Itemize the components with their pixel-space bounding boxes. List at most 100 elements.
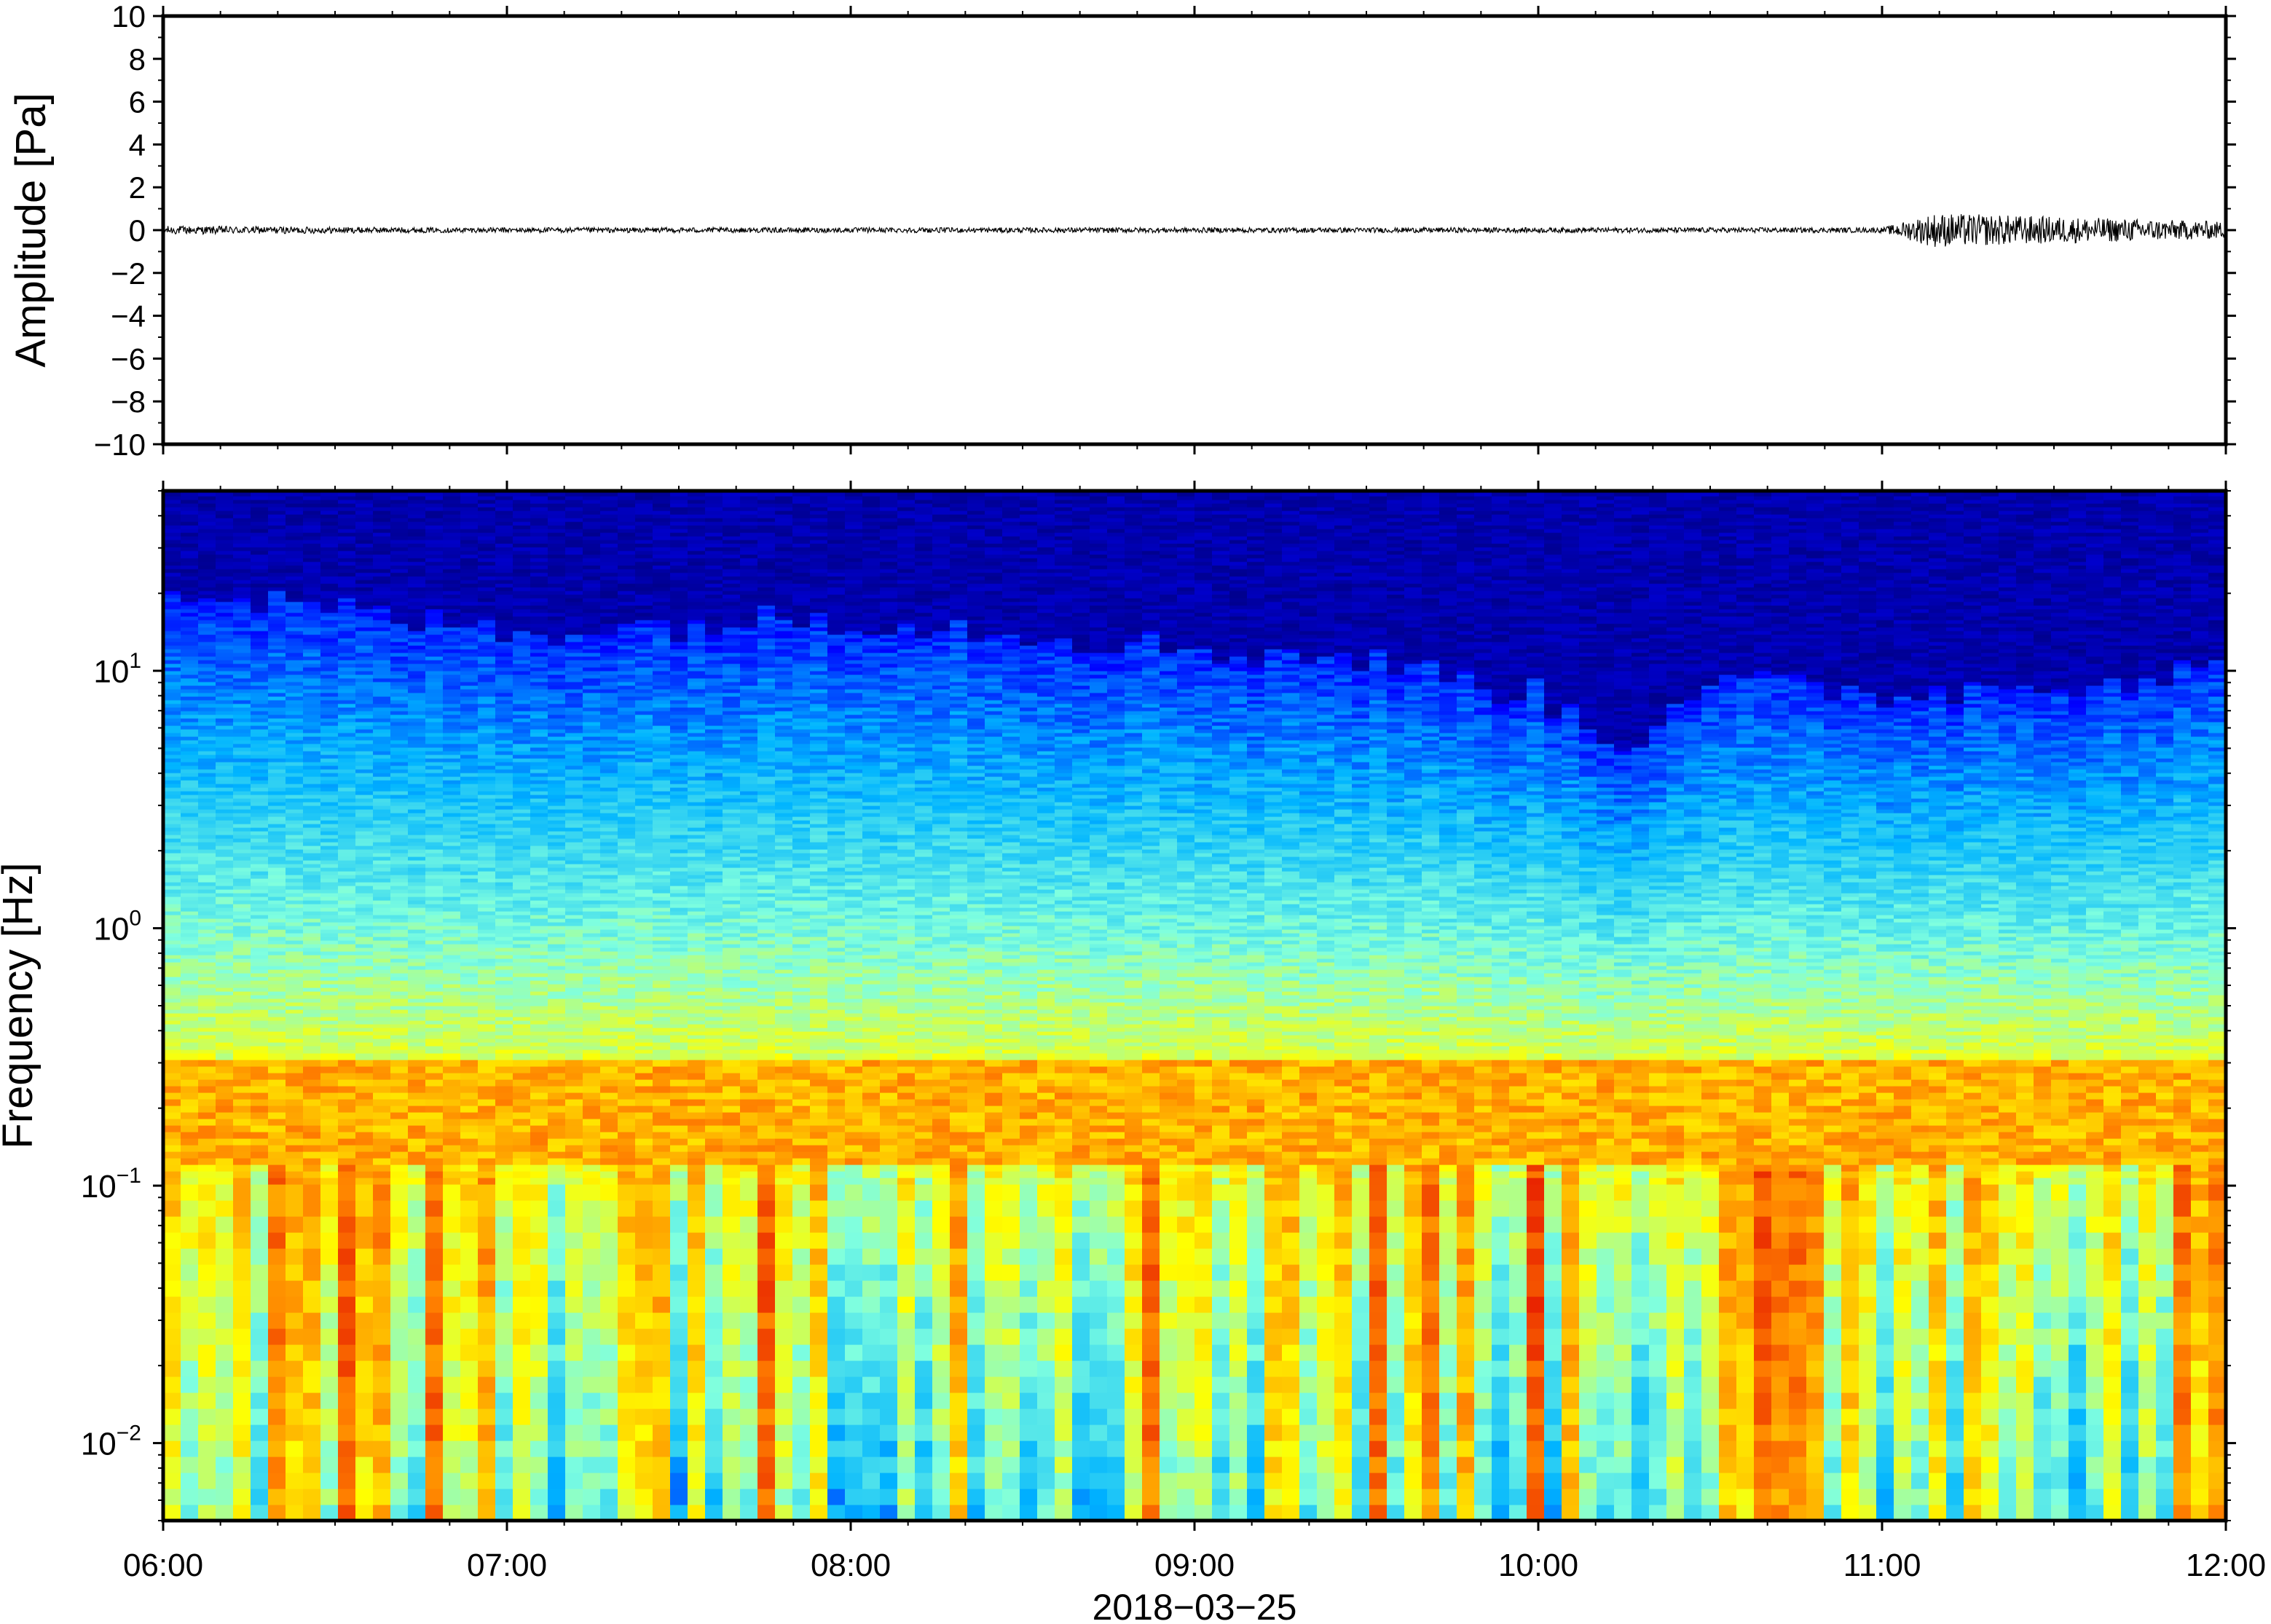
- heatmap-cell: [251, 747, 269, 752]
- heatmap-cell: [198, 1280, 216, 1297]
- heatmap-cell: [320, 1066, 339, 1073]
- heatmap-cell: [198, 653, 216, 657]
- heatmap-cell: [355, 882, 374, 886]
- heatmap-cell: [408, 1184, 426, 1201]
- heatmap-cell: [216, 754, 234, 759]
- heatmap-cell: [216, 612, 234, 617]
- heatmap-cell: [233, 543, 251, 548]
- heatmap-cell: [390, 1099, 409, 1106]
- heatmap-cell: [460, 620, 479, 624]
- heatmap-cell: [373, 816, 391, 821]
- heatmap-cell: [181, 988, 199, 992]
- heatmap-cell: [495, 827, 513, 832]
- heatmap-cell: [251, 1017, 269, 1021]
- heatmap-cell: [181, 995, 199, 999]
- heatmap-cell: [495, 1408, 513, 1425]
- heatmap-cell: [286, 1073, 304, 1080]
- heatmap-cell: [390, 1073, 409, 1080]
- heatmap-cell: [390, 947, 409, 952]
- heatmap-cell: [513, 500, 531, 504]
- heatmap-cell: [408, 973, 426, 977]
- heatmap-cell: [338, 1489, 356, 1505]
- heatmap-cell: [163, 915, 181, 919]
- heatmap-cell: [478, 529, 496, 533]
- heatmap-cell: [286, 1408, 304, 1425]
- heatmap-cell: [233, 740, 251, 744]
- heatmap-cell: [495, 572, 513, 577]
- heatmap-cell: [303, 991, 321, 996]
- heatmap-cell: [303, 1038, 321, 1043]
- heatmap-cell: [460, 845, 479, 850]
- heatmap-cell: [320, 718, 339, 722]
- heatmap-cell: [355, 645, 374, 650]
- heatmap-cell: [530, 627, 548, 631]
- heatmap-cell: [355, 805, 374, 810]
- heatmap-cell: [390, 511, 409, 515]
- heatmap-cell: [460, 1066, 479, 1073]
- heatmap-cell: [355, 754, 374, 759]
- heatmap-cell: [530, 1457, 548, 1473]
- heatmap-cell: [565, 1024, 583, 1028]
- heatmap-cell: [303, 1138, 321, 1146]
- heatmap-cell: [390, 1125, 409, 1132]
- heatmap-cell: [163, 1031, 181, 1036]
- heatmap-cell: [268, 1164, 286, 1172]
- heatmap-cell: [495, 1119, 513, 1126]
- heatmap-cell: [583, 849, 601, 854]
- heatmap-cell: [338, 1038, 356, 1043]
- heatmap-cell: [233, 587, 251, 591]
- heatmap-cell: [303, 558, 321, 562]
- heatmap-cell: [530, 1392, 548, 1409]
- heatmap-cell: [163, 791, 181, 795]
- heatmap-cell: [303, 998, 321, 1003]
- heatmap-cell: [286, 1006, 304, 1010]
- heatmap-cell: [286, 955, 304, 959]
- heatmap-cell: [478, 656, 496, 661]
- heatmap-cell: [390, 973, 409, 977]
- heatmap-cell: [373, 718, 391, 722]
- heatmap-cell: [338, 725, 356, 730]
- heatmap-cell: [478, 758, 496, 762]
- heatmap-cell: [216, 853, 234, 857]
- heatmap-cell: [233, 784, 251, 788]
- heatmap-cell: [390, 1392, 409, 1409]
- heatmap-cell: [216, 802, 234, 806]
- heatmap-cell: [320, 1060, 339, 1067]
- heatmap-cell: [251, 558, 269, 562]
- heatmap-cell: [495, 973, 513, 977]
- heatmap-cell: [373, 609, 391, 613]
- heatmap-cell: [530, 685, 548, 690]
- heatmap-cell: [513, 871, 531, 875]
- heatmap-cell: [216, 966, 234, 970]
- heatmap-cell: [583, 882, 601, 886]
- heatmap-cell: [320, 1020, 339, 1025]
- heatmap-cell: [478, 1505, 496, 1521]
- heatmap-cell: [565, 1049, 583, 1054]
- heatmap-cell: [268, 762, 286, 766]
- heatmap-cell: [338, 616, 356, 620]
- heatmap-cell: [163, 926, 181, 930]
- heatmap-cell: [530, 1184, 548, 1201]
- heatmap-cell: [233, 500, 251, 504]
- heatmap-cell: [548, 1328, 566, 1345]
- heatmap-cell: [233, 540, 251, 544]
- heatmap-cell: [268, 1392, 286, 1409]
- heatmap-cell: [198, 1038, 216, 1043]
- heatmap-cell: [583, 1002, 601, 1006]
- heatmap-cell: [338, 813, 356, 817]
- heatmap-cell: [460, 751, 479, 755]
- heatmap-cell: [216, 864, 234, 868]
- heatmap-cell: [233, 809, 251, 813]
- heatmap-cell: [338, 835, 356, 839]
- heatmap-cell: [513, 780, 531, 784]
- heatmap-cell: [495, 776, 513, 781]
- heatmap-cell: [320, 798, 339, 803]
- heatmap-cell: [530, 1138, 548, 1146]
- heatmap-cell: [198, 1099, 216, 1106]
- heatmap-cell: [181, 689, 199, 693]
- heatmap-cell: [303, 765, 321, 770]
- heatmap-cell: [268, 958, 286, 963]
- heatmap-cell: [460, 816, 479, 821]
- heatmap-cell: [268, 780, 286, 784]
- heatmap-cell: [355, 718, 374, 722]
